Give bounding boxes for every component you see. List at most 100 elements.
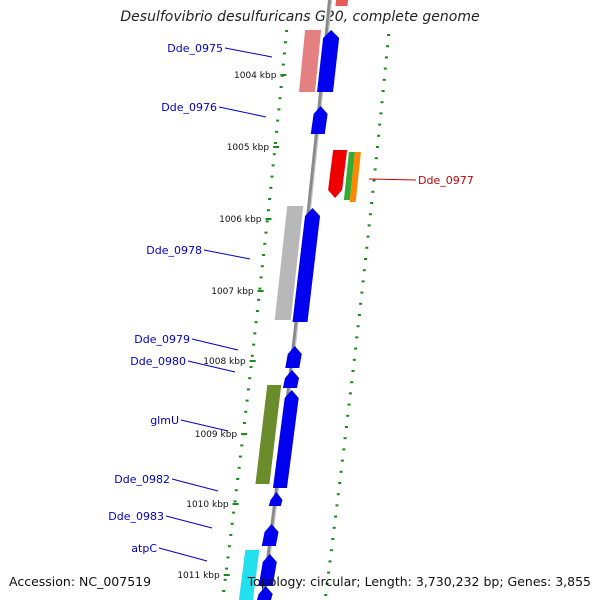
tick-left — [254, 321, 258, 324]
kbp-label: 1010 kbp — [186, 500, 229, 510]
tick-left — [233, 500, 237, 503]
cds-bar-top — [335, 0, 348, 6]
gene-arrow-next — [256, 586, 273, 600]
tick-right — [365, 246, 369, 249]
tick-left — [232, 511, 236, 514]
tick-left — [244, 410, 248, 413]
tick-right — [386, 45, 389, 48]
tick-left — [279, 86, 283, 88]
tick-right — [373, 168, 377, 171]
kbp-tick-mark — [223, 574, 230, 576]
gene-arrow-dde-0980 — [282, 370, 300, 388]
cds-bar-dde-0977-green — [343, 152, 355, 200]
tick-right — [327, 571, 331, 574]
tick-right — [364, 258, 368, 260]
tick-right — [324, 594, 328, 596]
tick-right — [348, 392, 352, 395]
kbp-label: 1009 kbp — [195, 430, 238, 440]
tick-right — [381, 90, 385, 92]
tick-left — [225, 567, 229, 570]
gene-arrow-dde-0982 — [268, 492, 283, 506]
gene-arrow-dde-0983 — [261, 524, 279, 546]
tick-right — [382, 78, 386, 81]
tick-right — [351, 370, 355, 372]
tick-left — [275, 130, 279, 133]
kbp-tick-mark — [241, 433, 248, 435]
tick-right — [371, 190, 375, 193]
tick-left — [271, 164, 275, 167]
gene-arrow-glmu — [272, 390, 299, 488]
tick-right — [360, 291, 364, 294]
gene-arrow-atpc — [258, 554, 277, 586]
leader-line-atpc — [158, 547, 208, 562]
gene-label-dde-0977: Dde_0977 — [418, 174, 474, 187]
tick-left — [245, 399, 249, 402]
tick-right — [332, 526, 336, 529]
leader-line-dde-0982 — [171, 478, 219, 492]
tick-right — [387, 34, 391, 36]
gene-arrow-dde-0976 — [310, 106, 328, 134]
kbp-tick-mark — [232, 503, 239, 505]
tick-left — [255, 310, 259, 312]
tick-left — [281, 63, 285, 66]
tick-right — [336, 493, 340, 496]
genome-title: Desulfovibrio desulfuricans G20, complet… — [120, 9, 480, 25]
tick-right — [342, 448, 346, 451]
tick-left — [264, 231, 268, 234]
tick-right — [338, 482, 342, 484]
gene-labels: Dde_0975 Dde_0976 Dde_0977 Dde_0978 Dde_0979… — [108, 42, 474, 562]
tick-right — [339, 470, 343, 473]
genome-summary-label: Topology: circular; Length: 3,730,232 bp… — [247, 574, 591, 589]
kbp-label: 1006 kbp — [219, 215, 262, 225]
tick-left — [269, 186, 273, 189]
tick-left — [259, 276, 263, 279]
leader-line-dde-0983 — [165, 515, 213, 529]
gene-label-dde-0978: Dde_0978 — [146, 244, 202, 257]
leader-line-dde-0976 — [218, 106, 267, 118]
tick-left — [223, 578, 227, 581]
tick-left — [278, 97, 282, 100]
tick-left — [285, 30, 289, 32]
tick-left — [268, 198, 272, 200]
tick-right — [355, 336, 359, 339]
kbp-tick-mark — [249, 360, 256, 362]
tick-marks — [222, 30, 391, 596]
leader-line-glmu — [180, 419, 229, 432]
tick-left — [263, 242, 267, 245]
tick-left — [284, 41, 287, 44]
tick-left — [252, 343, 256, 346]
gene-label-dde-0979: Dde_0979 — [134, 333, 190, 346]
tick-right — [335, 504, 339, 507]
gene-arrow-dde-0979 — [285, 346, 302, 368]
tick-right — [352, 358, 356, 361]
tick-right — [374, 157, 378, 160]
tick-left — [249, 366, 253, 368]
tick-right — [357, 314, 361, 316]
tick-right — [366, 235, 370, 238]
tick-left — [262, 254, 266, 256]
tick-right — [380, 101, 384, 104]
tick-left — [248, 377, 252, 380]
tick-right — [375, 146, 379, 148]
tick-left — [253, 332, 257, 335]
tick-left — [265, 220, 269, 223]
leader-line-dde-0977 — [368, 178, 417, 181]
tick-right — [340, 459, 344, 462]
tick-left — [240, 444, 244, 447]
tick-right — [346, 414, 350, 417]
kbp-label: 1011 kbp — [177, 571, 220, 581]
tick-right — [329, 549, 333, 552]
tick-left — [258, 287, 262, 290]
accession-label: Accession: NC_007519 — [9, 574, 152, 589]
kbp-label: 1007 kbp — [211, 287, 254, 297]
tick-right — [354, 347, 358, 350]
cds-bar-dde-0978 — [274, 206, 304, 320]
tick-left — [257, 298, 261, 301]
gene-label-dde-0976: Dde_0976 — [161, 101, 217, 114]
kbp-label: 1008 kbp — [203, 357, 246, 367]
kbp-label: 1004 kbp — [234, 71, 277, 81]
tick-right — [359, 302, 363, 305]
cds-bar-glmu — [255, 385, 282, 484]
kbp-label: 1005 kbp — [227, 143, 270, 153]
tick-left — [276, 119, 280, 122]
